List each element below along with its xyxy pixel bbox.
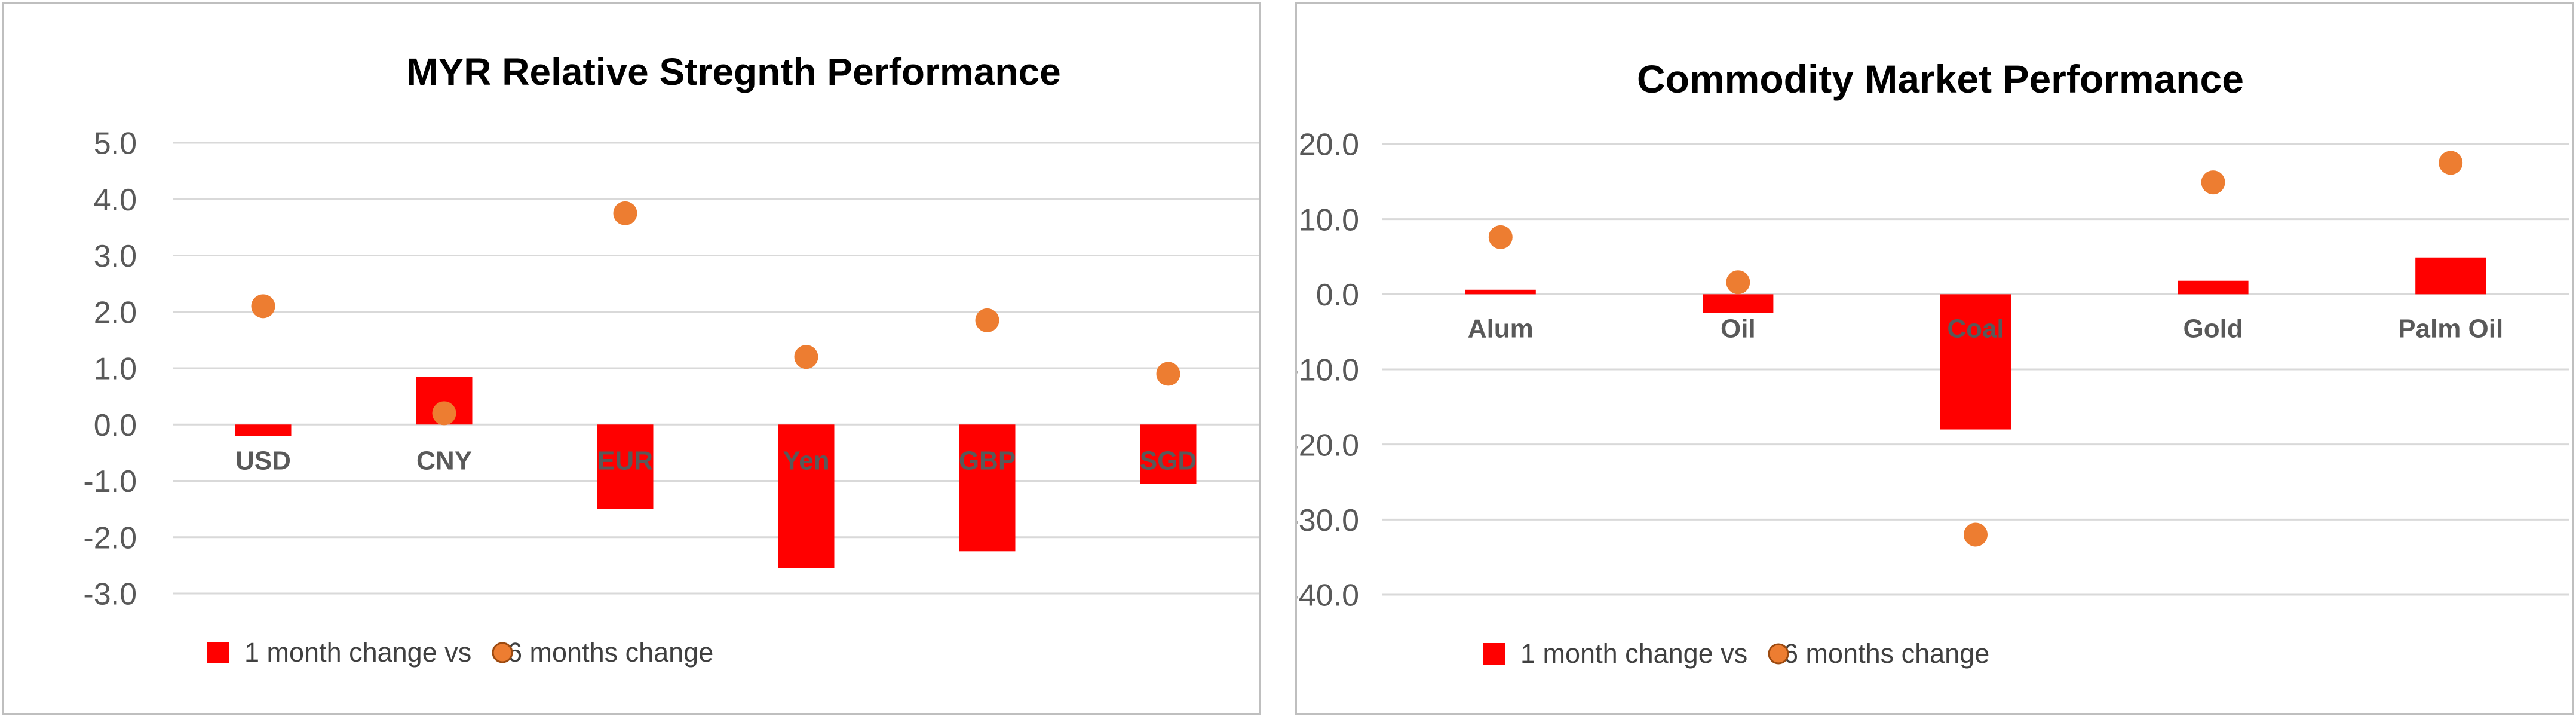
x-category-label: GBP (959, 446, 1016, 475)
point-palm-oil (2439, 151, 2463, 175)
y-tick-label: 0.0 (94, 408, 137, 443)
point-oil (1726, 270, 1750, 295)
point-gbp (975, 308, 999, 332)
point-alum (1488, 225, 1513, 249)
y-tick-label: 10.0 (1299, 203, 1359, 237)
y-tick-label: 3.0 (94, 239, 137, 274)
legend: 1 month change vs 6 months change (1483, 638, 1989, 669)
y-tick-label: 20.0 (1299, 128, 1359, 163)
point-eur (613, 201, 637, 225)
y-tick-label: 2.0 (94, 295, 137, 330)
point-cny (432, 401, 456, 426)
bar-coal (1940, 294, 2011, 430)
x-category-label: Coal (1947, 314, 2004, 343)
bar-gold (2178, 280, 2249, 295)
chart-title: Commodity Market Performance (1637, 57, 2244, 101)
x-category-label: Palm Oil (2398, 314, 2503, 343)
x-category-label: Gold (2183, 314, 2243, 343)
bar-usd (235, 424, 292, 436)
chart-panel-myr: MYR Relative Stregnth Performance 5.0 4.0 3… (2, 2, 1261, 715)
x-category-label: EUR (597, 446, 653, 475)
legend-swatch-bar (1483, 643, 1505, 665)
y-tick-label: -40.0 (1297, 579, 1359, 613)
x-category-label: Yen (783, 446, 829, 475)
y-tick-label: 4.0 (94, 183, 137, 218)
y-tick-label: -30.0 (1297, 503, 1359, 538)
y-tick-label: -10.0 (1297, 353, 1359, 388)
y-tick-label: 5.0 (94, 127, 137, 161)
x-category-label: CNY (416, 446, 472, 475)
y-tick-label: -3.0 (83, 577, 137, 612)
bar-yen (778, 424, 835, 568)
chart-commodity-market: Commodity Market Performance 20.0 10.0 0.0 -… (1297, 57, 2569, 669)
y-tick-label: -2.0 (83, 521, 137, 555)
y-tick-label: 1.0 (94, 352, 137, 387)
legend-label-dot: 6 months change (507, 637, 713, 668)
legend-swatch-dot (1768, 643, 1789, 665)
x-category-label: Oil (1721, 314, 1756, 343)
chart-myr-relative-strength: MYR Relative Stregnth Performance 5.0 4.0 3… (83, 50, 1259, 668)
point-yen (794, 345, 818, 369)
legend-label-bar: 1 month change vs (244, 637, 471, 668)
point-sgd (1156, 362, 1180, 386)
chart-panel-commodity: Commodity Market Performance 20.0 10.0 0.0 -… (1295, 2, 2574, 715)
point-coal (1964, 522, 1988, 547)
point-usd (251, 294, 275, 319)
bar-eur (597, 424, 654, 509)
x-category-label: Alum (1468, 314, 1534, 343)
bar-gbp (959, 424, 1016, 552)
point-gold (2201, 170, 2225, 195)
legend-label-dot: 6 months change (1783, 638, 1989, 669)
legend-swatch-dot (492, 642, 513, 663)
bar-oil (1703, 294, 1774, 313)
x-category-label: SGD (1140, 446, 1197, 475)
y-tick-label: -1.0 (83, 464, 137, 499)
bar-sgd (1140, 424, 1197, 484)
legend: 1 month change vs 6 months change (207, 637, 713, 668)
bar-alum (1465, 289, 1536, 295)
y-tick-label: 0.0 (1316, 278, 1359, 313)
legend-swatch-bar (207, 642, 229, 663)
legend-label-bar: 1 month change vs (1520, 638, 1747, 669)
x-category-label: USD (235, 446, 291, 475)
chart-title: MYR Relative Stregnth Performance (406, 50, 1060, 93)
y-tick-label: -20.0 (1297, 428, 1359, 463)
bar-palm-oil (2415, 257, 2486, 295)
